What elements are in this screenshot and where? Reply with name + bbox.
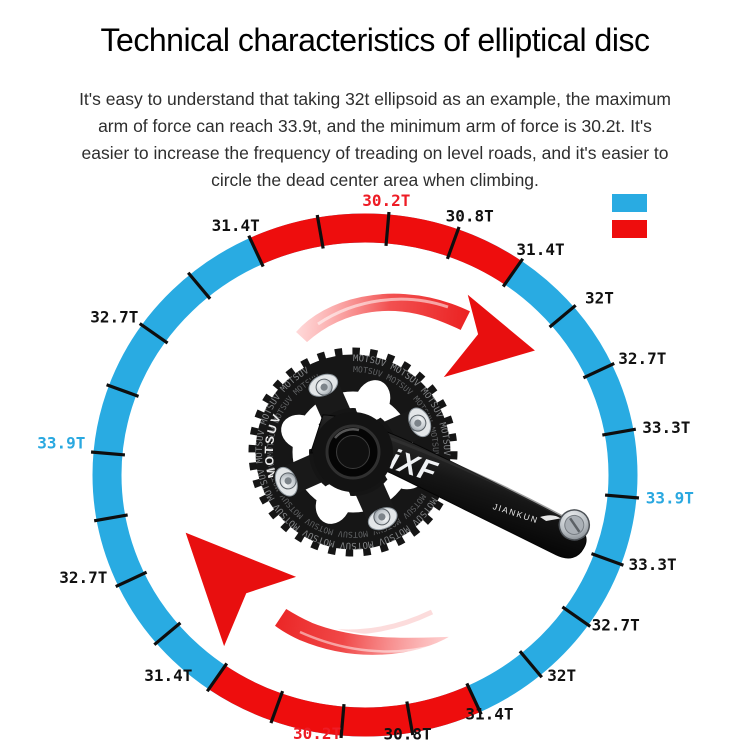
elliptical-ring-diagram: 30.2T 30.8T 31.4T 32T 32.7T 33.3T 33.9T 33.3T 32… [37, 191, 694, 744]
ring-tick [187, 271, 212, 300]
arrow-gloss [317, 297, 449, 326]
ring-label: 32.7T [592, 616, 640, 635]
arrow-head [438, 289, 540, 381]
ring-tick [247, 235, 265, 268]
arrow-head [182, 529, 302, 652]
ring-tick [315, 214, 325, 249]
ring-tick [106, 383, 140, 398]
intro-line: It's easy to understand that taking 32t … [79, 89, 671, 109]
axle-gloss [334, 428, 360, 439]
rotation-arrow-clockwise-top [293, 289, 540, 381]
ring-label: 33.9T [646, 488, 694, 507]
pedal-bolt-slot [569, 517, 581, 533]
bolt-assembly [408, 407, 432, 438]
ring-label: 33.9T [37, 434, 85, 453]
arrow-gloss [299, 630, 439, 653]
ring-tick [582, 361, 615, 380]
axle-bore-inner [336, 435, 370, 469]
ring-tick [205, 662, 229, 693]
ring-tick [90, 450, 126, 457]
bolt-assembly [367, 507, 398, 531]
ring-tick [339, 703, 346, 739]
ring-tick [138, 322, 169, 345]
ring-tick [604, 493, 640, 500]
ring-label: 30.8T [384, 725, 432, 744]
bolt-center [378, 513, 386, 521]
ring-arc-red [208, 665, 480, 737]
ring-label: 33.3T [642, 418, 690, 437]
ring-label: 31.4T [516, 240, 564, 259]
ring-tick [405, 701, 415, 736]
ring-tick [561, 605, 592, 628]
bolt-center [320, 383, 328, 391]
ring-tick [548, 304, 577, 329]
brand-swoosh-icon [540, 515, 561, 522]
ring-tick [269, 690, 285, 724]
ring-label: 33.3T [628, 555, 676, 574]
ring-label: 32.7T [59, 568, 107, 587]
bolt-center [284, 477, 292, 485]
legend-swatch [612, 220, 647, 238]
ring-tick [465, 682, 483, 715]
ring-tick [445, 226, 461, 260]
ring-label: 31.4T [465, 704, 513, 723]
ring-tick [590, 552, 624, 567]
spider-cutout [315, 482, 351, 524]
ring-tick [115, 570, 148, 589]
ring-tick [153, 621, 182, 646]
ring-arc-red [250, 213, 522, 285]
arrow-tail [272, 606, 455, 657]
legend-swatch [612, 194, 647, 212]
ring-label: 31.4T [212, 216, 260, 235]
ring-tick [602, 427, 637, 437]
chainring-bolts [274, 373, 432, 531]
ring-label: 32T [585, 289, 614, 308]
rotation-arrow-clockwise-bottom [182, 529, 455, 657]
intro-line: easier to increase the frequency of trea… [81, 143, 669, 163]
ring-label: 32.7T [618, 349, 666, 368]
ring-label: 30.2T [293, 724, 341, 743]
spider-cutout [281, 414, 323, 450]
ring-tick [518, 650, 543, 679]
ring-tick [93, 513, 128, 523]
ring-label: 32T [547, 666, 576, 685]
intro-line: arm of force can reach 33.9t, and the mi… [98, 116, 652, 136]
spider-cutout [355, 380, 391, 422]
bolt-assembly [308, 373, 339, 397]
ring-label: 31.4T [144, 666, 192, 685]
intro-paragraph: It's easy to understand that taking 32t … [0, 86, 750, 194]
ring-label: 30.2T [362, 191, 410, 210]
intro-line: circle the dead center area when climbin… [211, 170, 539, 190]
axle-hole [313, 412, 393, 492]
arrow-tail [293, 292, 473, 345]
ring-tick [384, 211, 391, 247]
bolt-center [414, 419, 422, 427]
chainring-teeth [248, 347, 458, 557]
ring-label: 30.8T [446, 207, 494, 226]
ring-label: 32.7T [90, 308, 138, 327]
bolt-assembly [274, 466, 298, 497]
legend [612, 194, 647, 238]
ring-tick [501, 257, 525, 288]
page-title: Technical characteristics of elliptical … [100, 22, 650, 58]
